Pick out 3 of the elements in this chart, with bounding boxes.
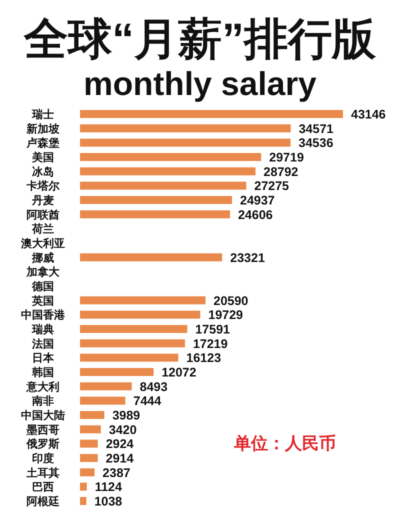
title: 全球“月薪”排行版 [24, 15, 376, 64]
annotation: 单位：人民币 [234, 434, 336, 453]
subtitle: monthly salary [84, 65, 316, 102]
